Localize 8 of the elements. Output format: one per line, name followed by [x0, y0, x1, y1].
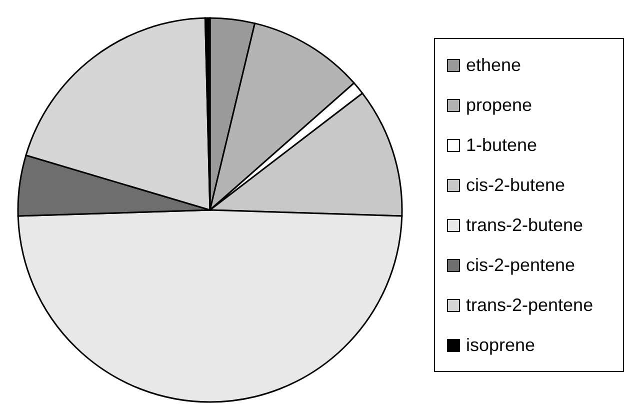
- legend-label: isoprene: [466, 334, 536, 356]
- legend-label: cis-2-butene: [466, 174, 566, 196]
- legend-label: 1-butene: [466, 134, 538, 156]
- legend-label: trans-2-butene: [466, 214, 584, 236]
- legend-label: ethene: [466, 54, 522, 76]
- legend-label: trans-2-pentene: [466, 294, 594, 316]
- legend-label: propene: [466, 94, 532, 116]
- legend-label: cis-2-pentene: [466, 254, 576, 276]
